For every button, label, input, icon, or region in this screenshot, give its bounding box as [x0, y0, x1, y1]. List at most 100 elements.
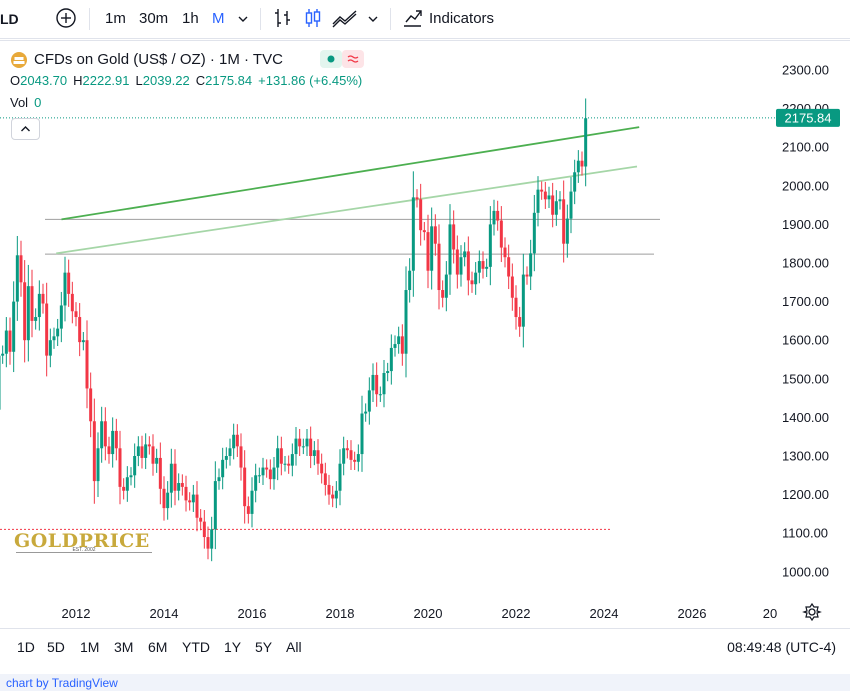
candle-body — [448, 224, 452, 275]
candle-body — [444, 274, 448, 298]
clock-timezone[interactable]: 08:49:48 (UTC-4) — [727, 639, 836, 655]
x-axis-tick-label: 20 — [763, 606, 777, 621]
attribution-link[interactable]: chart by TradingView — [6, 676, 118, 690]
range-all[interactable]: All — [286, 639, 302, 655]
indicators-button[interactable]: Indicators — [429, 10, 495, 27]
candle-body — [441, 290, 445, 298]
chart-legend-title[interactable]: CFDs on Gold (US$ / OZ) · 1M · TVC — [10, 50, 283, 70]
candle-body — [375, 374, 379, 395]
ohlc-values: O2043.70 H2222.91 L2039.22 C2175.84 +131.86 … — [10, 73, 368, 88]
candle-body — [474, 272, 478, 285]
candle-body — [540, 189, 544, 192]
candle-body — [34, 317, 38, 321]
symbol-search[interactable]: LD — [0, 11, 19, 27]
candle-body — [30, 286, 34, 321]
range-5d[interactable]: 5D — [47, 639, 65, 655]
candle-body — [8, 330, 12, 352]
candle-body — [327, 484, 331, 495]
candle-body — [4, 330, 8, 354]
price-chart[interactable]: 2300.002200.002100.002000.001900.001800.… — [0, 41, 850, 629]
candle-body — [283, 463, 287, 465]
candle-body — [23, 282, 27, 341]
y-axis-tick-label: 2300.00 — [782, 63, 829, 78]
candle-body — [510, 276, 514, 298]
candle-chart-icon[interactable] — [302, 6, 324, 30]
candle-body — [133, 456, 137, 476]
interval-1m[interactable]: 1m — [105, 10, 126, 27]
range-5y[interactable]: 5Y — [255, 639, 273, 655]
candle-body — [536, 189, 540, 213]
candle-body — [532, 212, 536, 254]
candle-body — [103, 421, 107, 447]
candle-body — [360, 413, 364, 455]
candle-body — [272, 467, 276, 480]
candle-body — [294, 438, 298, 455]
candle-body — [107, 446, 111, 455]
bar-chart-icon[interactable] — [272, 6, 294, 30]
candle-body — [195, 494, 199, 518]
goldprice-est: EST. 2002 — [72, 547, 96, 553]
range-1y[interactable]: 1Y — [224, 639, 242, 655]
interval-30m[interactable]: 30m — [139, 10, 169, 27]
candle-body — [408, 270, 412, 291]
candle-body — [48, 340, 52, 356]
candle-body — [529, 253, 533, 277]
candle-body — [301, 446, 305, 448]
add-symbol-icon[interactable] — [55, 6, 77, 30]
open-value: 2043.70 — [20, 73, 68, 88]
area-chart-icon[interactable] — [331, 6, 359, 30]
data-delay-badge[interactable] — [342, 50, 364, 68]
candle-body — [331, 494, 335, 499]
market-status-badge[interactable] — [320, 50, 342, 68]
candle-body — [477, 261, 481, 273]
collapse-legend-button[interactable] — [11, 118, 40, 140]
candle-body — [74, 311, 78, 318]
y-axis-tick-label: 1900.00 — [782, 217, 829, 232]
chevron-down-icon[interactable] — [236, 12, 250, 26]
candle-body — [499, 220, 503, 248]
indicators-icon[interactable] — [401, 6, 423, 30]
candle-body — [496, 210, 500, 221]
candle-body — [12, 301, 16, 352]
y-axis-tick-label: 1000.00 — [782, 564, 829, 579]
candle-body — [514, 297, 518, 318]
interval-m[interactable]: M — [212, 10, 225, 27]
y-axis-tick-label: 1700.00 — [782, 294, 829, 309]
y-axis-tick-label: 2100.00 — [782, 140, 829, 155]
gold-symbol-icon — [11, 52, 27, 68]
candle-body — [397, 336, 401, 345]
x-axis-tick-label: 2024 — [590, 606, 619, 621]
open-label: O — [10, 73, 21, 88]
candle-body — [371, 374, 375, 391]
candle-body — [246, 506, 250, 514]
range-ytd[interactable]: YTD — [182, 639, 210, 655]
volume-label: Vol — [10, 95, 29, 110]
x-axis-tick-label: 2014 — [150, 606, 179, 621]
candle-body — [547, 195, 551, 200]
settings-gear-icon[interactable] — [802, 602, 822, 622]
goldprice-logo-text: GOLDPRICE — [14, 530, 150, 552]
chart-area[interactable]: 2300.00 2200.00 2100.00 2000.00 1900.00 1800.… — [0, 40, 850, 629]
candle-body — [305, 438, 309, 447]
candle-body — [334, 490, 338, 499]
x-axis-tick-label: 2012 — [62, 606, 91, 621]
range-1d[interactable]: 1D — [17, 639, 35, 655]
candle-body — [466, 251, 470, 281]
candle-body — [584, 118, 588, 167]
candle-body — [268, 469, 272, 480]
candle-body — [19, 255, 23, 283]
candle-body — [323, 473, 327, 485]
candle-body — [232, 434, 236, 449]
chevron-down-icon[interactable] — [366, 12, 380, 26]
candle-body — [554, 201, 558, 215]
range-3m[interactable]: 3M — [114, 639, 134, 655]
candle-body — [111, 430, 115, 455]
last-price-label: 2175.84 — [785, 110, 832, 125]
candle-body — [180, 483, 184, 487]
candle-body — [507, 257, 511, 277]
candle-body — [213, 481, 217, 530]
range-1m[interactable]: 1M — [80, 639, 100, 655]
interval-1h[interactable]: 1h — [182, 10, 199, 27]
candle-body — [430, 226, 434, 271]
range-6m[interactable]: 6M — [148, 639, 168, 655]
